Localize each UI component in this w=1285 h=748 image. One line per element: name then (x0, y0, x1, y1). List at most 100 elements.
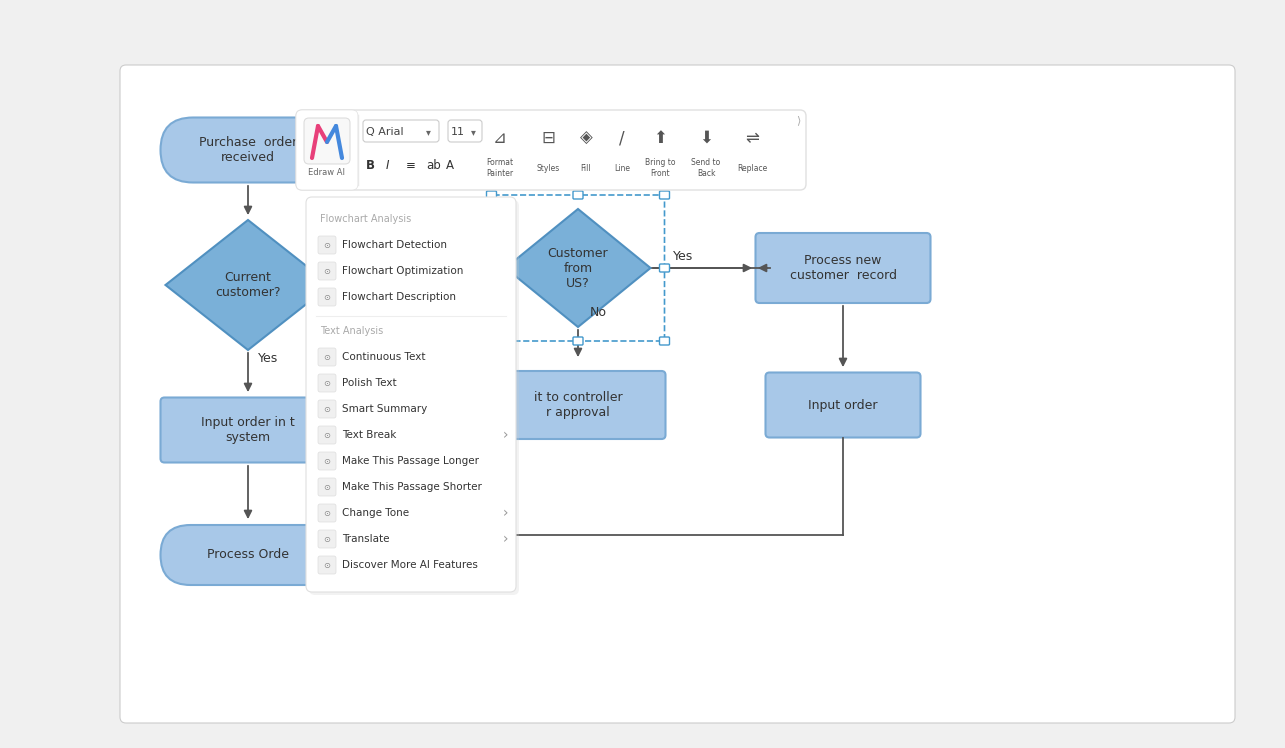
Text: Line: Line (614, 164, 630, 173)
Text: Flowchart Description: Flowchart Description (342, 292, 456, 302)
Text: ⊙: ⊙ (324, 509, 330, 518)
Text: ≡: ≡ (406, 159, 416, 171)
FancyBboxPatch shape (317, 452, 335, 470)
Text: Bring to
Front: Bring to Front (645, 159, 675, 178)
Text: Smart Summary: Smart Summary (342, 404, 427, 414)
Text: Purchase  order
received: Purchase order received (199, 136, 297, 164)
Text: Q Arial: Q Arial (366, 127, 403, 137)
FancyBboxPatch shape (317, 478, 335, 496)
Text: ⊙: ⊙ (324, 378, 330, 387)
Text: ⊙: ⊙ (324, 241, 330, 250)
Text: No: No (590, 305, 607, 319)
Text: Flowchart Detection: Flowchart Detection (342, 240, 447, 250)
FancyBboxPatch shape (487, 191, 496, 199)
Text: I: I (386, 159, 389, 171)
Text: ⊙: ⊙ (324, 560, 330, 569)
FancyBboxPatch shape (756, 233, 930, 303)
Text: Input order: Input order (808, 399, 878, 411)
Text: 11: 11 (451, 127, 465, 137)
FancyBboxPatch shape (161, 117, 335, 183)
FancyBboxPatch shape (362, 120, 439, 142)
FancyBboxPatch shape (306, 197, 517, 592)
Text: Text Break: Text Break (342, 430, 396, 440)
Text: ↻: ↻ (572, 174, 583, 188)
Text: Input order in t
system: Input order in t system (202, 416, 294, 444)
Text: ⊙: ⊙ (324, 482, 330, 491)
Text: ⊙: ⊙ (324, 266, 330, 275)
Text: ▾: ▾ (470, 127, 475, 137)
FancyBboxPatch shape (161, 397, 335, 462)
Text: Current
customer?: Current customer? (216, 271, 280, 299)
Text: Process Orde: Process Orde (207, 548, 289, 562)
FancyBboxPatch shape (659, 337, 669, 345)
FancyBboxPatch shape (659, 264, 669, 272)
FancyBboxPatch shape (317, 530, 335, 548)
FancyBboxPatch shape (317, 556, 335, 574)
FancyBboxPatch shape (317, 374, 335, 392)
Polygon shape (166, 220, 330, 350)
Text: ⊙: ⊙ (324, 431, 330, 440)
Text: Edraw AI: Edraw AI (308, 168, 346, 177)
Text: Continuous Text: Continuous Text (342, 352, 425, 362)
Text: Process new
customer  record: Process new customer record (789, 254, 897, 282)
Text: Discover More AI Features: Discover More AI Features (342, 560, 478, 570)
Text: ab: ab (427, 159, 441, 171)
Text: Yes: Yes (258, 352, 279, 364)
FancyBboxPatch shape (317, 426, 335, 444)
Text: Make This Passage Longer: Make This Passage Longer (342, 456, 479, 466)
FancyBboxPatch shape (296, 110, 806, 190)
FancyBboxPatch shape (317, 400, 335, 418)
Text: ◈: ◈ (580, 129, 592, 147)
Text: ⇌: ⇌ (745, 129, 759, 147)
FancyBboxPatch shape (161, 525, 335, 585)
Text: Make This Passage Shorter: Make This Passage Shorter (342, 482, 482, 492)
Text: ▾: ▾ (425, 127, 430, 137)
FancyBboxPatch shape (659, 191, 669, 199)
Text: Translate: Translate (342, 534, 389, 544)
Text: ⊿: ⊿ (493, 129, 508, 147)
Text: Polish Text: Polish Text (342, 378, 397, 388)
FancyBboxPatch shape (317, 288, 335, 306)
FancyBboxPatch shape (491, 371, 666, 439)
Text: Flowchart Analysis: Flowchart Analysis (320, 214, 411, 224)
Text: Customer
from
US?: Customer from US? (547, 247, 608, 289)
Text: ⊙: ⊙ (324, 292, 330, 301)
Text: A: A (446, 159, 454, 171)
Text: ⊙: ⊙ (324, 405, 330, 414)
FancyBboxPatch shape (308, 200, 519, 595)
Polygon shape (505, 209, 650, 327)
FancyBboxPatch shape (573, 337, 583, 345)
Text: ›: › (504, 532, 509, 546)
FancyBboxPatch shape (120, 65, 1235, 723)
Text: Flowchart Optimization: Flowchart Optimization (342, 266, 464, 276)
FancyBboxPatch shape (317, 348, 335, 366)
Text: Fill: Fill (581, 164, 591, 173)
FancyBboxPatch shape (487, 264, 496, 272)
Text: Replace: Replace (736, 164, 767, 173)
Text: Styles: Styles (536, 164, 560, 173)
FancyBboxPatch shape (487, 337, 496, 345)
FancyBboxPatch shape (317, 504, 335, 522)
FancyBboxPatch shape (296, 110, 359, 190)
Text: ›: › (504, 428, 509, 442)
Text: Change Tone: Change Tone (342, 508, 409, 518)
Text: ⊙: ⊙ (324, 456, 330, 465)
FancyBboxPatch shape (317, 236, 335, 254)
Text: ⊙: ⊙ (324, 352, 330, 361)
Text: ⬆: ⬆ (653, 129, 667, 147)
Text: Send to
Back: Send to Back (691, 159, 721, 178)
Text: ›: › (504, 506, 509, 520)
FancyBboxPatch shape (305, 118, 350, 164)
FancyBboxPatch shape (573, 191, 583, 199)
Text: ⊟: ⊟ (541, 129, 555, 147)
Text: ⊙: ⊙ (324, 535, 330, 544)
Text: ⟩: ⟩ (795, 115, 801, 125)
Text: Yes: Yes (673, 250, 693, 263)
Text: B: B (366, 159, 375, 171)
Text: Text Analysis: Text Analysis (320, 326, 383, 336)
Text: /: / (619, 129, 625, 147)
Text: it to controller
r approval: it to controller r approval (533, 391, 622, 419)
FancyBboxPatch shape (766, 373, 920, 438)
FancyBboxPatch shape (448, 120, 482, 142)
Text: Format
Painter: Format Painter (487, 159, 514, 178)
